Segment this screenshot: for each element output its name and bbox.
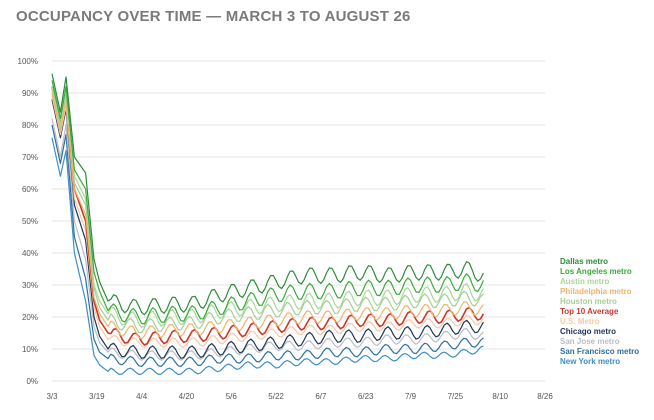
- x-tick-label: 4/20: [179, 392, 195, 401]
- legend-entry: San Jose metro: [560, 337, 620, 346]
- chart-title: OCCUPANCY OVER TIME — MARCH 3 TO AUGUST …: [16, 8, 411, 25]
- x-axis-ticks: 3/3 3/19 4/4 4/20 5/6 5/22 6/7 6/23 7/9 7/25 8/10 8…: [46, 392, 553, 401]
- x-tick-label: 8/26: [537, 392, 553, 401]
- y-tick-label: 50%: [22, 217, 38, 226]
- legend-entry: Philadelphia metro: [560, 287, 632, 296]
- legend-entry: New York metro: [560, 357, 620, 366]
- legend-entry: Dallas metro: [560, 257, 608, 266]
- y-axis-ticks: 0% 10% 20% 30% 40% 50% 60% 70% 80% 90% 100%: [18, 57, 38, 386]
- series-line-u-s-metro: [51, 96, 484, 348]
- series-line-san-francisco-metro: [51, 124, 484, 367]
- series-line-austin-metro: [51, 86, 484, 329]
- x-tick-label: 7/25: [448, 392, 464, 401]
- y-tick-label: 70%: [22, 153, 38, 162]
- y-tick-label: 100%: [18, 57, 38, 66]
- x-tick-label: 3/19: [89, 392, 105, 401]
- legend-entry: San Francisco metro: [560, 347, 639, 356]
- y-tick-label: 0%: [26, 377, 38, 386]
- series-line-houston-metro: [51, 89, 484, 334]
- series-line-dallas-metro: [51, 73, 484, 316]
- legend-entry: Top 10 Average: [560, 307, 619, 316]
- series-lines: [51, 73, 485, 375]
- y-tick-label: 80%: [22, 121, 38, 130]
- x-tick-label: 4/4: [136, 392, 148, 401]
- legend-entry: Chicago metro: [560, 327, 616, 336]
- legend-entry: Austin metro: [560, 277, 609, 286]
- x-tick-label: 7/9: [405, 392, 417, 401]
- legend-entry: U.S. Metro: [560, 317, 600, 326]
- y-tick-label: 30%: [22, 281, 38, 290]
- x-tick-label: 8/10: [492, 392, 508, 401]
- y-tick-label: 40%: [22, 249, 38, 258]
- x-tick-label: 5/6: [226, 392, 238, 401]
- x-tick-label: 5/22: [268, 392, 284, 401]
- series-line-philadelphia-metro: [51, 92, 484, 340]
- series-line-new-york-metro: [51, 137, 484, 375]
- y-tick-label: 10%: [22, 345, 38, 354]
- y-tick-label: 20%: [22, 313, 38, 322]
- legend-entry: Houston metro: [560, 297, 617, 306]
- series-line-chicago-metro: [51, 99, 484, 359]
- x-tick-label: 6/7: [315, 392, 327, 401]
- series-line-los-angeles-metro: [51, 80, 484, 325]
- y-tick-label: 90%: [22, 89, 38, 98]
- y-tick-label: 60%: [22, 185, 38, 194]
- legend-entry: Los Angeles metro: [560, 267, 632, 276]
- x-tick-label: 6/23: [358, 392, 374, 401]
- series-line-san-jose-metro: [51, 118, 484, 361]
- x-tick-label: 3/3: [46, 392, 58, 401]
